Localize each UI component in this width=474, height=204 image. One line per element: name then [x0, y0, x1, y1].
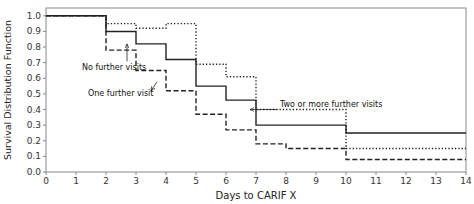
annotation-arrow — [151, 82, 157, 91]
y-tick-label: 0.2 — [27, 136, 41, 146]
step-line — [46, 16, 466, 160]
x-tick-label: 12 — [400, 176, 411, 186]
y-tick-label: 0.3 — [27, 120, 41, 130]
y-tick-label: 1.0 — [27, 11, 42, 21]
x-tick-label: 2 — [103, 176, 109, 186]
y-tick — [43, 47, 46, 48]
x-tick-label: 3 — [133, 176, 139, 186]
y-tick-label: 0.7 — [27, 58, 41, 68]
y-tick-label: 0.0 — [27, 167, 42, 177]
y-tick — [43, 93, 46, 94]
y-tick — [43, 156, 46, 157]
x-tick — [136, 172, 137, 175]
y-tick — [43, 125, 46, 126]
x-tick — [106, 172, 107, 175]
y-tick — [43, 78, 46, 79]
x-tick-label: 5 — [193, 176, 199, 186]
x-tick-label: 14 — [460, 176, 472, 186]
x-tick-label: 8 — [283, 176, 289, 186]
annotation-arrow — [127, 44, 128, 61]
x-tick-label: 4 — [163, 176, 169, 186]
x-tick-label: 0 — [43, 176, 49, 186]
x-tick — [256, 172, 257, 175]
x-tick — [316, 172, 317, 175]
step-line — [46, 16, 466, 133]
x-tick-label: 1 — [73, 176, 79, 186]
x-tick — [436, 172, 437, 175]
y-tick — [43, 172, 46, 173]
y-tick — [43, 109, 46, 110]
x-tick-label: 7 — [253, 176, 259, 186]
x-tick-label: 13 — [430, 176, 441, 186]
x-tick — [406, 172, 407, 175]
x-tick — [286, 172, 287, 175]
y-tick-label: 0.1 — [27, 151, 41, 161]
y-tick — [43, 62, 46, 63]
y-tick-label: 0.6 — [27, 73, 42, 83]
y-tick-label: 0.4 — [27, 105, 42, 115]
annotation-text: Two or more further visits — [279, 100, 382, 109]
axes: 012345678910111213140.00.10.20.30.40.50.… — [27, 11, 472, 186]
annotations: No further visits One further visit Two or… — [82, 44, 382, 110]
x-tick-label: 6 — [223, 176, 229, 186]
y-tick — [43, 31, 46, 32]
x-axis-label: Days to CARIF X — [216, 190, 297, 201]
annotation-arrow — [250, 109, 278, 110]
y-tick — [43, 15, 46, 16]
y-tick-label: 0.9 — [27, 26, 42, 36]
y-tick — [43, 140, 46, 141]
y-axis-label: Survival Distribution Function — [2, 20, 13, 160]
x-tick — [226, 172, 227, 175]
series-group — [46, 16, 466, 160]
x-tick-label: 9 — [313, 176, 319, 186]
annotation-text: One further visit — [88, 89, 153, 98]
x-tick — [76, 172, 77, 175]
x-tick — [376, 172, 377, 175]
x-tick — [466, 172, 467, 175]
x-tick — [166, 172, 167, 175]
x-tick — [196, 172, 197, 175]
x-tick-label: 11 — [370, 176, 381, 186]
chart: 012345678910111213140.00.10.20.30.40.50.… — [0, 0, 474, 204]
plot-frame — [46, 8, 466, 172]
y-tick-label: 0.8 — [27, 42, 42, 52]
y-tick-label: 0.5 — [27, 89, 41, 99]
annotation-text: No further visits — [82, 63, 146, 72]
x-tick — [346, 172, 347, 175]
step-line — [46, 16, 466, 149]
x-tick-label: 10 — [340, 176, 352, 186]
